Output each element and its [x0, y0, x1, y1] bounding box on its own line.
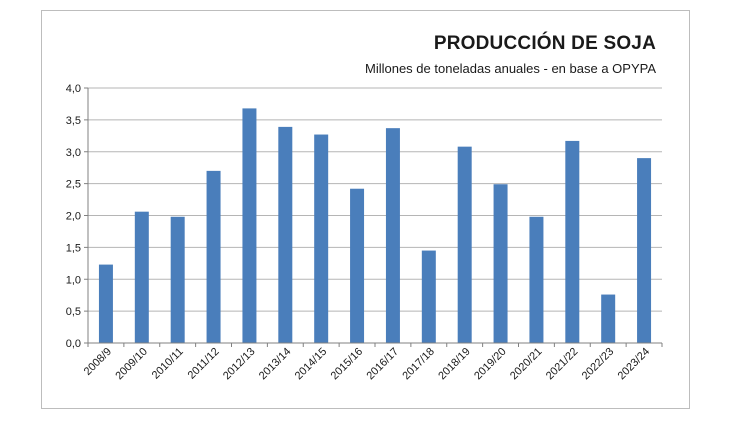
x-tick-label: 2021/22	[544, 346, 581, 383]
x-tick-label: 2014/15	[293, 346, 330, 383]
bar	[565, 140, 580, 343]
bar	[385, 128, 400, 343]
y-tick-label: 3,5	[66, 115, 81, 127]
bars	[98, 108, 652, 344]
x-tick-label: 2023/24	[616, 346, 653, 383]
y-tick-label: 2,5	[66, 179, 81, 191]
x-tick-label: 2012/13	[221, 346, 258, 383]
y-tick-label: 2,0	[66, 211, 81, 223]
y-tick-label: 1,0	[66, 274, 81, 286]
x-tick-label: 2013/14	[257, 346, 294, 383]
x-tick-label: 2008/9	[82, 346, 114, 378]
bar	[493, 184, 508, 343]
y-tick-label: 3,0	[66, 147, 81, 159]
bar	[457, 146, 472, 343]
bar	[98, 264, 113, 343]
y-tick-label: 1,5	[66, 242, 81, 254]
y-tick-label: 0,0	[66, 338, 81, 350]
bar	[170, 216, 185, 343]
x-tick-label: 2010/11	[150, 346, 186, 382]
bar	[206, 170, 221, 343]
x-tick-label: 2019/20	[472, 346, 509, 383]
y-axis: 0,0 0,5 1,0 1,5 2,0 2,5 3,0 3,5 4,0	[66, 83, 89, 350]
y-tick-label: 4,0	[66, 83, 81, 95]
x-tick-label: 2020/21	[508, 346, 545, 383]
chart-subtitle: Millones de toneladas anuales - en base …	[365, 61, 656, 76]
bar	[601, 294, 616, 343]
x-tick-label: 2022/23	[580, 346, 617, 383]
x-axis: 2008/9 2009/10 2010/11 2011/12 2012/13 2013/1…	[82, 342, 663, 383]
y-tick-label: 0,5	[66, 306, 81, 318]
bar	[134, 211, 149, 343]
bar	[421, 250, 436, 343]
x-tick-label: 2009/10	[113, 346, 150, 383]
x-tick-label: 2016/17	[364, 346, 401, 383]
bar	[350, 188, 365, 343]
bar	[637, 158, 652, 343]
bar	[314, 134, 329, 343]
chart-title: PRODUCCIÓN DE SOJA	[433, 33, 656, 54]
bar	[242, 108, 257, 344]
x-tick-label: 2015/16	[329, 346, 366, 383]
x-tick-label: 2011/12	[186, 346, 222, 382]
x-tick-label: 2018/19	[436, 346, 473, 383]
x-tick-label: 2017/18	[400, 346, 437, 383]
bar	[529, 216, 544, 343]
bar	[278, 126, 293, 343]
